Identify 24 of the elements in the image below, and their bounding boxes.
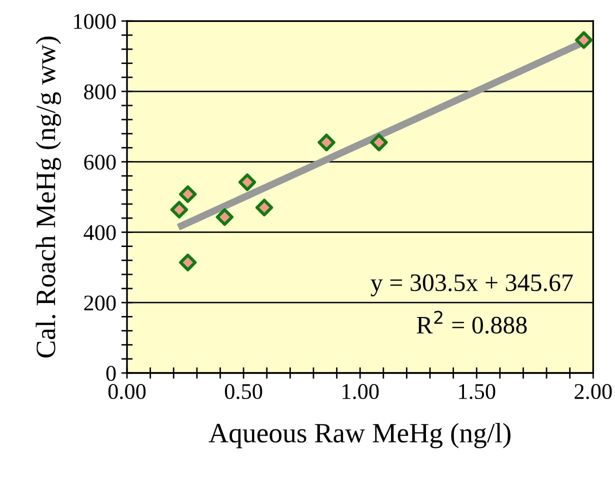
point bbox=[238, 173, 256, 192]
point bbox=[170, 200, 188, 218]
point bbox=[216, 208, 234, 226]
y-tick-label: 0 bbox=[106, 366, 116, 381]
point bbox=[255, 198, 274, 216]
x-tick-label: 0.50 bbox=[224, 384, 262, 400]
annotation: y = 303.5x + 345.67 bbox=[370, 274, 573, 296]
x-tick-label: 1.50 bbox=[459, 384, 496, 400]
y-tick-label: 400 bbox=[84, 225, 116, 240]
x-tick-label: 2.00 bbox=[574, 384, 612, 400]
point bbox=[575, 31, 593, 49]
y-tick-label: 600 bbox=[84, 154, 116, 170]
y-tick-label: 200 bbox=[84, 296, 116, 311]
point bbox=[179, 185, 197, 204]
x-tick-label: 0.00 bbox=[108, 384, 146, 400]
point bbox=[318, 134, 336, 152]
y-tick-label: 800 bbox=[84, 84, 116, 100]
x-axis-title: Aqueous Raw MeHg (ng/l) bbox=[208, 422, 510, 448]
point bbox=[370, 134, 388, 152]
point bbox=[179, 254, 197, 272]
annotation: R$^{2}$ = 0.888 bbox=[416, 310, 527, 334]
y-tick-label: 1000 bbox=[74, 14, 116, 29]
x-tick-label: 1.00 bbox=[342, 384, 379, 400]
y-axis-title: Cal. Roach MeHg (ng/g ww) bbox=[36, 36, 62, 358]
